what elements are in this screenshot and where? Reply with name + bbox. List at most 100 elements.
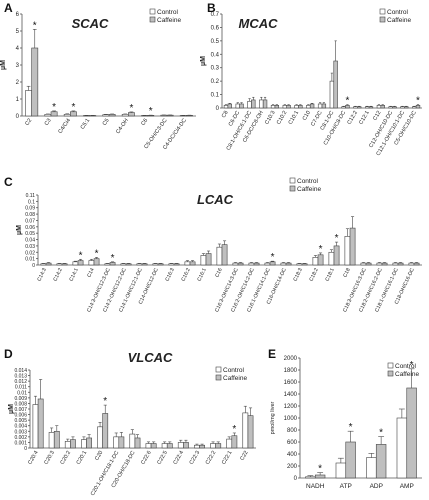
bar-control	[306, 105, 311, 109]
bar-control	[400, 106, 405, 109]
bar-control	[388, 106, 393, 109]
y-tick-label: 0.008	[14, 401, 27, 407]
bar-control	[305, 476, 316, 479]
x-tick-label: NADH	[306, 483, 325, 490]
y-tick-label: 0	[16, 114, 20, 120]
x-tick-label: C18:3	[293, 267, 304, 282]
panel-title: MCAC	[239, 16, 279, 31]
x-tick-label: C10	[302, 110, 312, 122]
x-tick-label: C18:1	[325, 267, 336, 282]
x-tick-label: C20:3	[43, 450, 56, 466]
x-tick-label: C20:4	[27, 450, 40, 466]
legend-swatch-control	[149, 8, 156, 15]
bar-control	[72, 261, 79, 266]
bar-caffeine	[404, 106, 409, 109]
x-tick-label: C3	[44, 118, 53, 127]
bar-control	[408, 262, 415, 266]
bar-control	[376, 105, 382, 109]
bar-caffeine	[413, 262, 420, 266]
y-tick-label: 5	[16, 29, 20, 35]
bar-control	[341, 106, 346, 109]
significance-star: *	[71, 102, 75, 113]
bar-caffeine	[349, 227, 356, 266]
significance-star: *	[95, 248, 99, 259]
x-tick-label: C18:2	[309, 267, 320, 282]
x-tick-label: C14	[86, 267, 96, 278]
y-tick-label: 0.06	[25, 225, 35, 231]
bar-control	[88, 260, 95, 266]
bar-caffeine	[86, 437, 92, 449]
x-tick-label: C12:1	[358, 110, 371, 126]
bar-caffeine	[53, 430, 60, 449]
y-axis-label: µM	[200, 56, 207, 66]
bar-caffeine	[134, 437, 141, 449]
x-tick-label: C22:6	[140, 450, 153, 466]
significance-star: *	[345, 96, 349, 107]
y-tick-label: 0	[294, 476, 298, 482]
y-tick-label: 0.05	[25, 231, 35, 237]
bar-caffeine	[298, 105, 303, 109]
legend-swatch-caffeine	[379, 16, 386, 23]
bar-control	[264, 262, 271, 266]
y-tick-label: 3	[16, 63, 20, 69]
bar-control	[248, 262, 255, 266]
bar-caffeine	[301, 263, 308, 266]
legend-label-control: Control	[157, 9, 179, 16]
bar-caffeine	[381, 262, 388, 266]
significance-star: *	[271, 252, 275, 263]
bar-control	[232, 262, 239, 266]
panel-c: C LCAC µM 00.010.020.030.040.050.060.070.08…	[4, 175, 422, 313]
x-tick-label: C10:3	[264, 110, 277, 126]
x-tick-label: C16:3	[165, 267, 176, 282]
x-tick-label: C18	[342, 267, 352, 278]
x-tick-label: C6	[140, 118, 149, 127]
bar-control	[145, 443, 152, 449]
significance-star: *	[379, 428, 383, 439]
y-tick-label: 0.003	[14, 429, 27, 435]
significance-star: *	[79, 250, 83, 261]
bar-control	[396, 417, 408, 479]
bar-caffeine	[166, 443, 173, 449]
y-tick-label: 6	[16, 12, 20, 18]
significance-star: *	[318, 464, 322, 475]
x-tick-label: C14:3	[37, 267, 48, 282]
y-tick-label: 0.07	[25, 218, 35, 224]
bar-control	[136, 263, 143, 266]
y-tick-label: 600	[287, 440, 298, 446]
x-tick-label: C22:4	[173, 450, 186, 466]
y-tick-label: 800	[287, 428, 298, 434]
bar-control	[226, 438, 233, 449]
x-tick-label: C12	[372, 110, 382, 122]
bar-caffeine	[221, 244, 228, 266]
bar-control	[64, 441, 71, 449]
bar-caffeine	[356, 106, 362, 109]
x-tick-label: C22:5	[156, 450, 169, 466]
y-tick-label: 1600	[284, 380, 298, 386]
significance-star: *	[349, 422, 353, 433]
bar-control	[44, 114, 52, 117]
bar-control	[113, 436, 120, 449]
y-tick-label: 0.1	[28, 199, 35, 205]
legend-swatch-control	[289, 177, 296, 184]
x-tick-label: C10:2	[276, 110, 289, 126]
bar-caffeine	[45, 262, 52, 266]
panel-letter: C	[4, 175, 13, 189]
bar-control	[152, 263, 159, 266]
y-axis-label: µM	[8, 404, 15, 414]
bar-control	[270, 105, 276, 109]
bar-control	[392, 262, 399, 266]
x-tick-label: C20:1	[76, 450, 89, 466]
x-tick-label: C16:1	[197, 267, 208, 282]
bar-control	[329, 80, 335, 109]
x-tick-label: C14:2	[53, 267, 64, 282]
bar-control	[200, 255, 207, 266]
legend-swatch-caffeine	[149, 16, 156, 23]
legend-swatch-caffeine	[289, 185, 296, 192]
bar-control	[366, 457, 377, 479]
bar-caffeine	[368, 106, 374, 109]
y-tick-label: 0.4	[211, 52, 220, 58]
y-tick-label: 0	[24, 446, 27, 452]
x-tick-label: ATP	[340, 483, 352, 490]
